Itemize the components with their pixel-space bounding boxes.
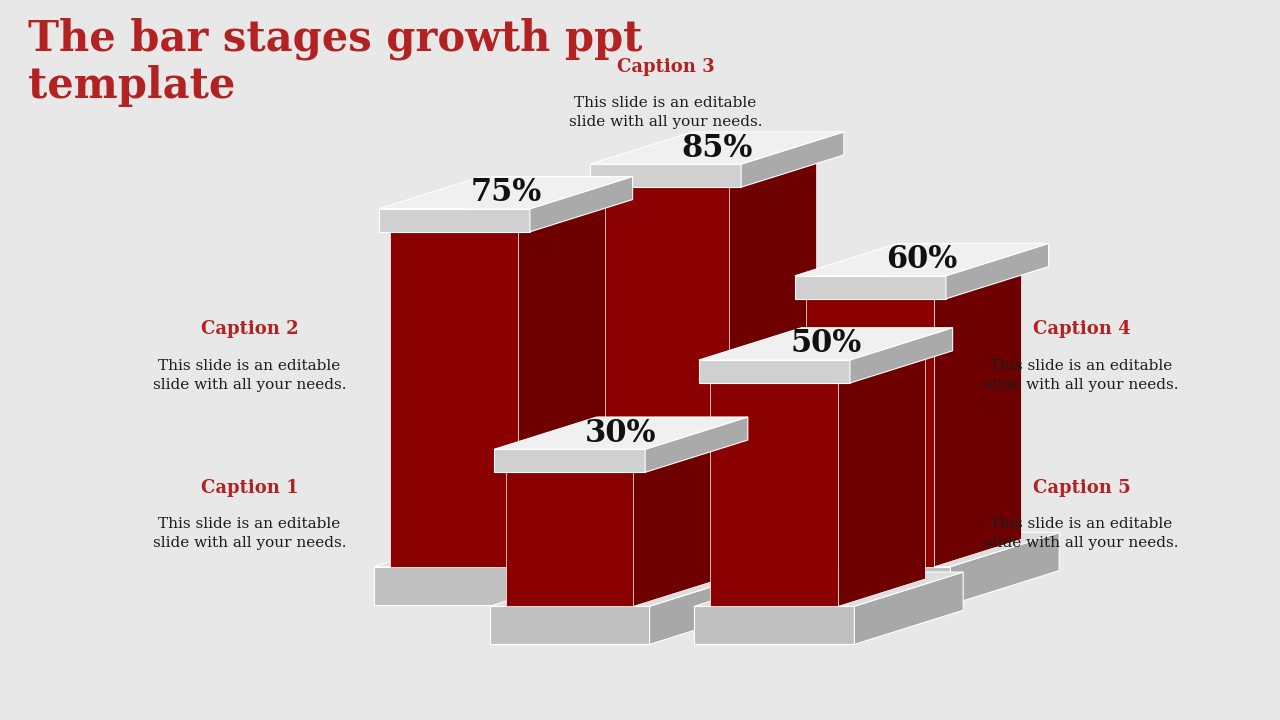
Polygon shape: [710, 356, 925, 383]
Polygon shape: [390, 204, 605, 232]
Text: 75%: 75%: [470, 177, 541, 208]
Polygon shape: [946, 243, 1048, 299]
Text: This slide is an editable
slide with all your needs.: This slide is an editable slide with all…: [984, 359, 1179, 392]
Text: The bar stages growth ppt
template: The bar stages growth ppt template: [28, 18, 643, 107]
Text: 50%: 50%: [790, 328, 861, 359]
Text: Caption 1: Caption 1: [201, 479, 298, 497]
Polygon shape: [602, 160, 817, 187]
Polygon shape: [634, 445, 721, 606]
Polygon shape: [506, 445, 721, 472]
Polygon shape: [806, 271, 1021, 299]
Polygon shape: [379, 176, 632, 209]
Polygon shape: [795, 243, 1048, 276]
Polygon shape: [806, 299, 934, 567]
Polygon shape: [590, 164, 741, 187]
Polygon shape: [791, 533, 1060, 567]
Polygon shape: [490, 606, 650, 644]
Polygon shape: [586, 533, 855, 567]
Polygon shape: [745, 533, 855, 605]
Polygon shape: [645, 417, 748, 472]
Text: This slide is an editable
slide with all your needs.: This slide is an editable slide with all…: [152, 517, 347, 551]
Polygon shape: [586, 567, 745, 605]
Polygon shape: [494, 449, 645, 472]
Polygon shape: [650, 572, 759, 644]
Polygon shape: [838, 356, 925, 606]
Polygon shape: [374, 533, 643, 567]
Polygon shape: [590, 132, 844, 164]
Text: This slide is an editable
slide with all your needs.: This slide is an editable slide with all…: [984, 517, 1179, 551]
Polygon shape: [710, 383, 838, 606]
Polygon shape: [602, 187, 730, 567]
Polygon shape: [951, 533, 1060, 605]
Polygon shape: [934, 271, 1021, 567]
Text: 30%: 30%: [585, 418, 657, 449]
Polygon shape: [791, 567, 951, 605]
Polygon shape: [699, 360, 850, 383]
Polygon shape: [490, 572, 759, 606]
Polygon shape: [694, 572, 963, 606]
Polygon shape: [855, 572, 963, 644]
Text: Caption 2: Caption 2: [201, 320, 298, 338]
Polygon shape: [494, 417, 748, 449]
Text: This slide is an editable
slide with all your needs.: This slide is an editable slide with all…: [152, 359, 347, 392]
Text: 60%: 60%: [886, 244, 957, 275]
Polygon shape: [530, 176, 632, 232]
Text: 85%: 85%: [681, 132, 753, 163]
Polygon shape: [694, 606, 855, 644]
Polygon shape: [850, 328, 952, 383]
Text: This slide is an editable
slide with all your needs.: This slide is an editable slide with all…: [568, 96, 763, 130]
Polygon shape: [535, 533, 643, 605]
Polygon shape: [379, 209, 530, 232]
Polygon shape: [730, 160, 817, 567]
Polygon shape: [506, 472, 634, 606]
Polygon shape: [374, 567, 535, 605]
Polygon shape: [390, 232, 518, 567]
Polygon shape: [699, 328, 952, 360]
Text: Caption 5: Caption 5: [1033, 479, 1130, 497]
Polygon shape: [741, 132, 844, 187]
Text: Caption 3: Caption 3: [617, 58, 714, 76]
Polygon shape: [518, 204, 605, 567]
Text: Caption 4: Caption 4: [1033, 320, 1130, 338]
Polygon shape: [795, 276, 946, 299]
